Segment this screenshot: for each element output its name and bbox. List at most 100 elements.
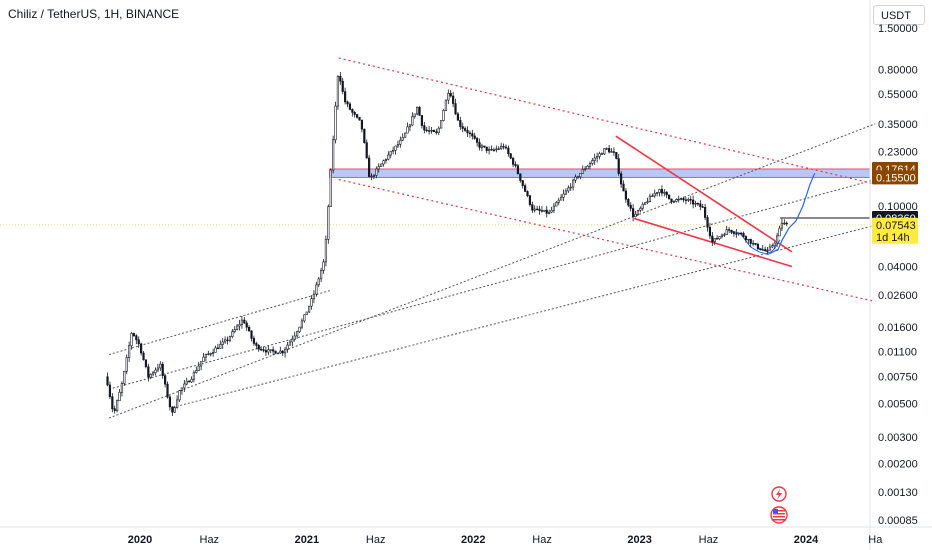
candle-body: [116, 400, 119, 411]
price-tag-label: 0.15500: [876, 172, 916, 184]
candle-body: [332, 139, 335, 171]
candle-body: [442, 110, 445, 121]
candle-body: [353, 112, 356, 115]
candle-body: [545, 209, 548, 214]
candle-body: [264, 350, 268, 353]
candle-body: [250, 330, 253, 339]
candle-body: [202, 356, 205, 362]
candle-body: [452, 95, 455, 104]
symbol-title: Chiliz / TetherUS, 1H, BINANCE: [8, 7, 180, 21]
candle-body: [372, 175, 376, 177]
candle-body: [747, 238, 750, 241]
candle-body: [490, 148, 493, 151]
candle-body: [113, 408, 116, 411]
candle-body: [536, 208, 539, 211]
candle-body: [552, 205, 556, 211]
candle-body: [588, 163, 592, 167]
candle-body: [687, 199, 690, 201]
candle-body: [384, 158, 388, 162]
candle-body: [219, 344, 222, 349]
candle-body: [600, 153, 604, 155]
candle-body: [284, 348, 287, 354]
candle-body: [658, 189, 661, 193]
candle-body: [418, 106, 421, 116]
y-tick-label: 0.00085: [878, 515, 918, 527]
candle-body: [221, 341, 224, 345]
candle-body: [497, 148, 500, 150]
candle-body: [612, 151, 616, 153]
candle-body: [185, 380, 188, 385]
candle-body: [560, 196, 563, 201]
candle-body: [262, 349, 265, 351]
candle-body: [394, 145, 397, 151]
candle-body: [197, 365, 200, 371]
candle-body: [200, 361, 203, 367]
candle-body: [526, 191, 529, 197]
candle-body: [224, 339, 227, 343]
candle-body: [334, 105, 337, 141]
candle-body: [764, 249, 767, 251]
candle-body: [428, 130, 431, 132]
candle-body: [195, 370, 198, 373]
candle-body: [356, 114, 359, 118]
icons-layer: [770, 486, 788, 524]
currency-selector[interactable]: USDT: [873, 5, 925, 25]
candle-body: [692, 199, 695, 205]
candle-body: [269, 349, 272, 351]
candle-body: [214, 347, 217, 353]
candle-body: [406, 126, 409, 134]
x-tick-label: 2024: [794, 534, 819, 546]
x-tick-label: 2021: [295, 534, 319, 546]
candle-body: [684, 199, 688, 201]
candle-body: [144, 359, 148, 368]
candle-body: [778, 227, 781, 237]
candle-body: [404, 132, 407, 138]
candle-body: [492, 149, 496, 151]
candle-body: [156, 367, 160, 371]
candle-body: [483, 145, 486, 148]
candle-body: [387, 154, 390, 160]
candle-body: [572, 179, 575, 188]
candle-body: [744, 236, 748, 241]
candle-body: [718, 236, 721, 240]
candle-body: [216, 347, 220, 350]
candle-body: [521, 180, 524, 186]
candle-body: [711, 235, 714, 243]
candle-body: [550, 209, 553, 213]
price-tag-background: [872, 170, 918, 185]
candle-body: [699, 203, 702, 208]
candle-body: [159, 363, 162, 369]
candle-body: [562, 193, 565, 198]
candle-body: [161, 363, 164, 376]
x-tick-label: Haz: [366, 534, 386, 546]
candles-layer: [106, 72, 788, 416]
candle-body: [581, 169, 584, 174]
candle-body: [783, 222, 786, 225]
candle-body: [228, 336, 232, 341]
candle-body: [540, 210, 544, 212]
candle-body: [586, 165, 589, 170]
candle-body: [737, 232, 740, 235]
candle-body: [435, 131, 438, 134]
candle-body: [322, 261, 325, 271]
candle-body: [281, 350, 284, 354]
candle-body: [668, 194, 671, 200]
candle-body: [243, 319, 246, 324]
candle-body: [171, 406, 174, 413]
candle-body: [622, 183, 625, 192]
y-tick-label: 0.23000: [878, 146, 918, 158]
us-flag-canton: [773, 509, 778, 513]
candle-body: [624, 190, 628, 200]
candle-body: [341, 80, 344, 92]
candle-body: [509, 153, 512, 159]
candle-body: [164, 375, 167, 385]
candle-body: [380, 163, 383, 167]
candle-body: [603, 148, 606, 155]
candle-body: [480, 145, 484, 148]
candle-body: [305, 311, 308, 316]
candle-body: [617, 158, 620, 174]
candle-body: [257, 345, 260, 350]
candle-body: [533, 208, 536, 211]
candle-body: [495, 148, 498, 151]
